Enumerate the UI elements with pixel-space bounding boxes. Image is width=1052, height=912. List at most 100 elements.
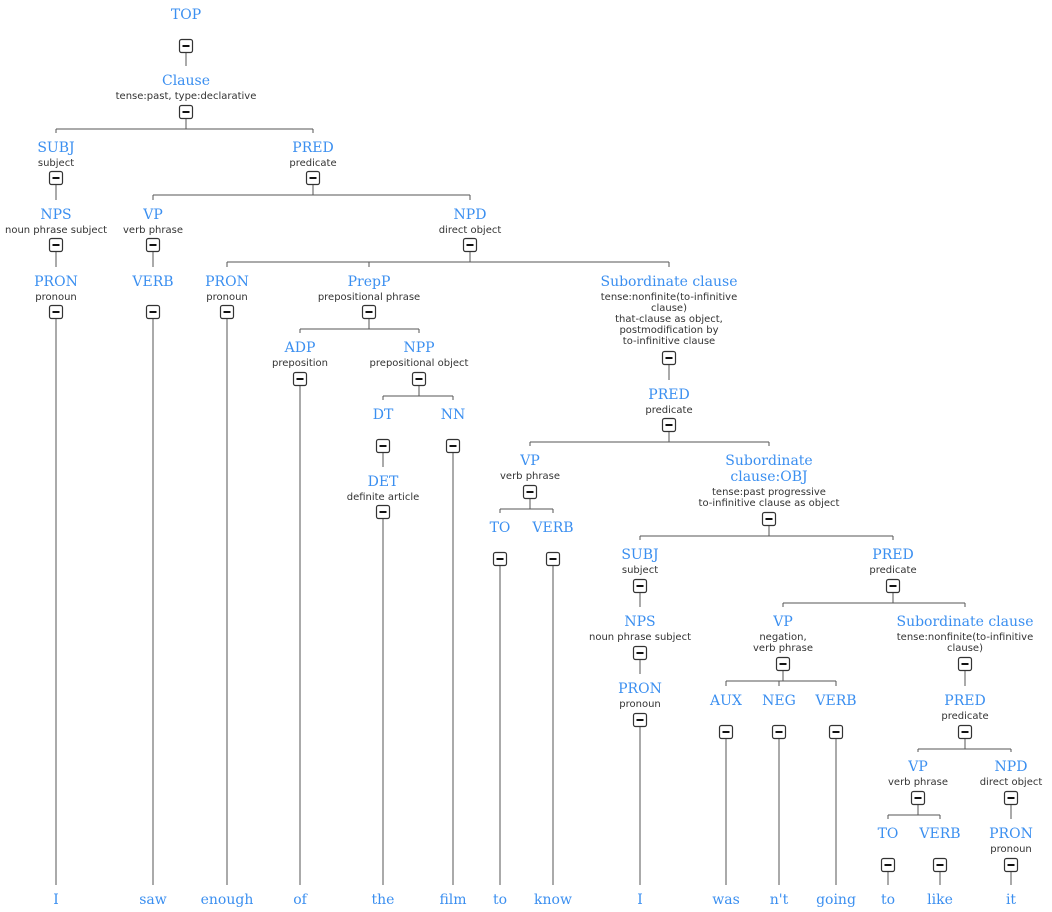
collapse-toggle-button[interactable] xyxy=(957,656,973,672)
node-description: predicate xyxy=(645,405,692,416)
collapse-toggle-button[interactable] xyxy=(1003,790,1019,806)
node-description: verb phrase xyxy=(500,471,560,482)
node-description: clause) xyxy=(947,643,983,654)
collapse-toggle-button[interactable] xyxy=(775,656,791,672)
tree-node-sub1: Subordinate clause tense:nonfinite(to-inf… xyxy=(600,274,738,366)
node-label: VERB xyxy=(814,693,856,709)
tree-node-clause: Clause tense:past, type:declarative xyxy=(116,73,256,120)
collapse-toggle-button[interactable] xyxy=(292,371,308,387)
node-description: pronoun xyxy=(619,699,661,710)
node-label: NPS xyxy=(624,614,655,630)
tree-node-pred2: PRED predicate xyxy=(645,387,693,433)
collapse-toggle-button[interactable] xyxy=(771,724,787,740)
collapse-toggle-button[interactable] xyxy=(48,170,64,186)
collapse-toggle-button[interactable] xyxy=(145,237,161,253)
node-label: PrepP xyxy=(348,274,391,290)
node-label: NN xyxy=(441,407,466,423)
node-label: NPP xyxy=(403,340,434,356)
tree-node-sub3: Subordinate clause tense:nonfinite(to-inf… xyxy=(896,614,1034,672)
node-description: clause) xyxy=(651,303,687,314)
collapse-toggle-button[interactable] xyxy=(828,724,844,740)
node-label: TO xyxy=(490,520,511,536)
node-label: TOP xyxy=(171,7,201,23)
collapse-toggle-button[interactable] xyxy=(492,551,508,567)
collapse-toggle-button[interactable] xyxy=(145,304,161,320)
collapse-toggle-button[interactable] xyxy=(462,237,478,253)
collapse-toggle-button[interactable] xyxy=(957,724,973,740)
tree-node-subj: SUBJ subject xyxy=(37,140,75,186)
node-label: SUBJ xyxy=(37,140,74,156)
collapse-toggle-button[interactable] xyxy=(375,504,391,520)
sentence-word: know xyxy=(534,892,572,908)
collapse-toggle-button[interactable] xyxy=(632,578,648,594)
node-label: PRON xyxy=(989,826,1033,842)
collapse-toggle-button[interactable] xyxy=(48,237,64,253)
collapse-toggle-button[interactable] xyxy=(48,304,64,320)
collapse-toggle-button[interactable] xyxy=(932,857,948,873)
node-description: pronoun xyxy=(990,844,1032,855)
node-description: verb phrase xyxy=(123,225,183,236)
collapse-toggle-button[interactable] xyxy=(219,304,235,320)
node-description: preposition xyxy=(272,358,328,369)
collapse-toggle-button[interactable] xyxy=(375,438,391,454)
collapse-toggle-button[interactable] xyxy=(1003,857,1019,873)
collapse-toggle-button[interactable] xyxy=(178,38,194,54)
tree-node-vp4: VP verb phrase xyxy=(888,759,948,806)
tree-node-det: DET definite article xyxy=(347,474,419,520)
tree-node-prepp: PrepP prepositional phrase xyxy=(318,274,420,320)
tree-node-vp2: VP verb phrase xyxy=(500,453,560,500)
collapse-toggle-button[interactable] xyxy=(880,857,896,873)
sentence-word: going xyxy=(816,892,856,908)
tree-node-vp1: VP verb phrase xyxy=(123,207,183,253)
tree-node-vp3: VP negation,verb phrase xyxy=(753,614,813,672)
collapse-toggle-button[interactable] xyxy=(885,578,901,594)
node-label: NPS xyxy=(40,207,71,223)
tree-node-subj2: SUBJ subject xyxy=(621,547,659,594)
collapse-toggle-button[interactable] xyxy=(761,511,777,527)
node-label: TO xyxy=(878,826,899,842)
node-description: noun phrase subject xyxy=(589,632,691,643)
collapse-toggle-button[interactable] xyxy=(545,551,561,567)
node-description: tense:past progressive xyxy=(712,487,826,498)
collapse-toggle-button[interactable] xyxy=(522,484,538,500)
node-label: NEG xyxy=(762,693,796,709)
node-label: ADP xyxy=(284,340,316,356)
collapse-toggle-button[interactable] xyxy=(411,371,427,387)
node-description: verb phrase xyxy=(888,777,948,788)
node-label: Subordinate xyxy=(725,453,812,469)
collapse-toggle-button[interactable] xyxy=(910,790,926,806)
tree-node-adp: ADP preposition xyxy=(272,340,328,387)
tree-node-aux: AUX xyxy=(709,693,742,740)
tree-node-pred3: PRED predicate xyxy=(869,547,917,594)
node-label: Clause xyxy=(162,73,210,89)
node-label: PRED xyxy=(648,387,689,403)
node-label: Subordinate clause xyxy=(600,274,737,290)
tree-node-dt: DT xyxy=(373,407,394,454)
collapse-toggle-button[interactable] xyxy=(632,645,648,661)
collapse-toggle-button[interactable] xyxy=(632,712,648,728)
node-description: noun phrase subject xyxy=(5,225,107,236)
sentence-word: to xyxy=(881,892,895,908)
tree-node-verb3: VERB xyxy=(814,693,857,740)
sentence-word: was xyxy=(712,892,740,908)
node-description: to-infinitive clause xyxy=(623,336,715,347)
sentence-word: to xyxy=(493,892,507,908)
collapse-toggle-button[interactable] xyxy=(661,417,677,433)
node-label: PRED xyxy=(872,547,913,563)
node-label: PRED xyxy=(944,693,985,709)
collapse-toggle-button[interactable] xyxy=(445,438,461,454)
node-label: PRON xyxy=(618,681,662,697)
collapse-toggle-button[interactable] xyxy=(718,724,734,740)
collapse-toggle-button[interactable] xyxy=(661,350,677,366)
tree-node-nps1: NPS noun phrase subject xyxy=(5,207,107,253)
tree-node-verb2: VERB xyxy=(531,520,574,567)
collapse-toggle-button[interactable] xyxy=(178,104,194,120)
node-label: VERB xyxy=(531,520,573,536)
collapse-toggle-button[interactable] xyxy=(305,170,321,186)
node-label: SUBJ xyxy=(621,547,658,563)
node-label: NPD xyxy=(995,759,1028,775)
node-description: postmodification by xyxy=(619,325,718,336)
collapse-toggle-button[interactable] xyxy=(361,304,377,320)
tree-node-nn: NN xyxy=(441,407,466,454)
